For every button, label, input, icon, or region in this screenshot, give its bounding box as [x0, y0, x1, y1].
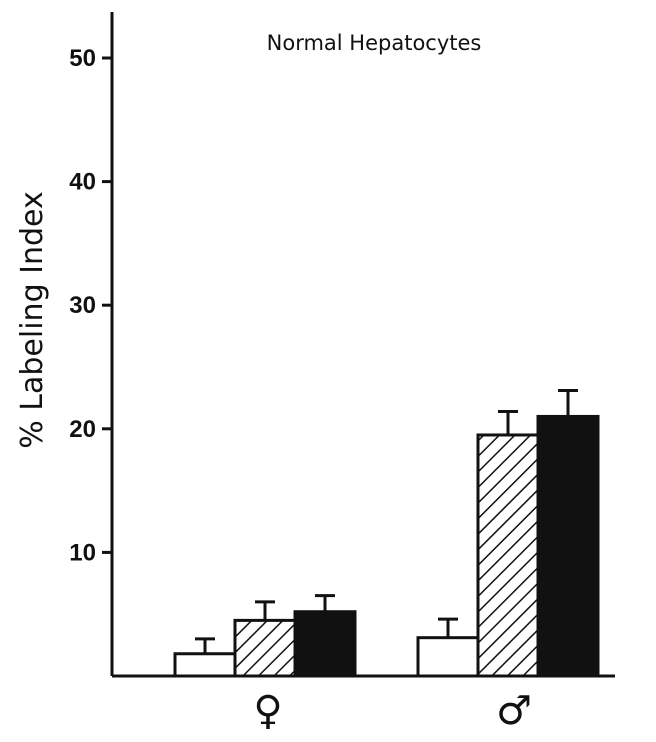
- bar-hatched: [476, 433, 540, 678]
- y-tick-label: 50: [69, 45, 96, 72]
- x-category-label: ♂: [496, 688, 532, 734]
- bar-black: [293, 610, 357, 678]
- y-tick-label: 30: [69, 292, 96, 319]
- bar-white: [416, 636, 480, 678]
- bar-hatched: [233, 618, 297, 678]
- y-tick-label: 10: [69, 539, 96, 566]
- bar-black: [536, 414, 600, 678]
- y-tick-label: 20: [69, 416, 96, 443]
- x-category-label: ♀: [253, 688, 282, 734]
- bar-white: [173, 652, 237, 678]
- chart-title: Normal Hepatocytes: [267, 31, 482, 55]
- y-tick-label: 40: [69, 169, 96, 196]
- y-axis-label: % Labeling Index: [15, 191, 50, 449]
